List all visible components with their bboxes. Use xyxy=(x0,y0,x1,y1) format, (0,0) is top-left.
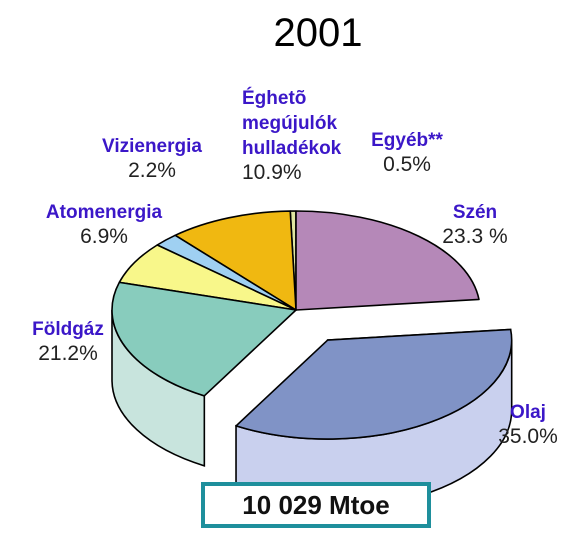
slice-name-label: Vizienergia xyxy=(102,136,202,157)
slice-value-label: 35.0% xyxy=(498,425,558,448)
slice-value-label: 6.9% xyxy=(80,225,128,248)
slice-egheto-megujulok-hulladekok xyxy=(174,210,297,311)
slice-value-label: 2.2% xyxy=(128,159,176,182)
slice-value-label: 23.3 % xyxy=(442,225,507,248)
slice-top xyxy=(111,281,297,397)
slice-name-label: Egyéb** xyxy=(371,130,443,151)
label-egyeb: Egyéb**0.5% xyxy=(371,130,443,176)
slice-name-label: megújulók xyxy=(242,113,337,134)
total-box: 10 029 Mtoe xyxy=(201,482,431,528)
slice-value-label: 21.2% xyxy=(38,342,98,365)
slice-name-label: Olaj xyxy=(510,402,546,423)
slice-value-label: 0.5% xyxy=(383,153,431,176)
slice-foldgaz xyxy=(111,281,297,467)
slice-name-label: Szén xyxy=(453,202,497,223)
slice-name-label: Éghetõ xyxy=(242,87,306,109)
slice-name-label: hulladékok xyxy=(242,138,342,159)
pie-slices xyxy=(111,210,513,510)
slice-name-label: Földgáz xyxy=(32,319,104,340)
slice-name-label: Atomenergia xyxy=(46,202,163,223)
slice-top xyxy=(295,210,480,311)
chart-title: 2001 xyxy=(274,11,363,55)
total-label: 10 029 Mtoe xyxy=(242,489,390,520)
slice-value-label: 10.9% xyxy=(242,161,302,184)
slice-top xyxy=(235,328,513,440)
slice-olaj xyxy=(235,328,513,510)
slice-szen xyxy=(295,210,480,311)
slice-top xyxy=(174,210,297,311)
